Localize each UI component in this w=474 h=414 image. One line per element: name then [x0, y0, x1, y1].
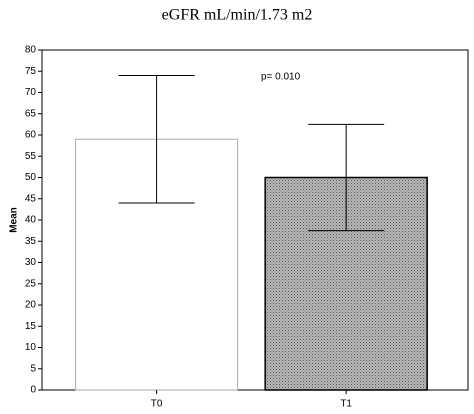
y-tick-label: 25: [25, 278, 37, 289]
y-tick-label: 40: [25, 215, 37, 226]
y-tick-label: 0: [30, 385, 36, 396]
y-tick-label: 55: [25, 151, 37, 162]
y-tick-label: 65: [25, 108, 37, 119]
y-tick-label: 10: [25, 342, 37, 353]
x-tick-label: T1: [340, 399, 352, 410]
y-tick-label: 15: [25, 321, 37, 332]
y-tick-label: 80: [25, 45, 37, 56]
y-tick-label: 60: [25, 130, 37, 141]
y-tick-label: 70: [25, 87, 37, 98]
chart-title: eGFR mL/min/1.73 m2: [162, 7, 313, 24]
y-tick-label: 30: [25, 257, 37, 268]
y-tick-label: 50: [25, 172, 37, 183]
y-tick-label: 5: [30, 363, 36, 374]
y-axis-label: Mean: [9, 207, 20, 233]
y-tick-label: 20: [25, 300, 37, 311]
y-tick-label: 75: [25, 66, 37, 77]
y-tick-label: 35: [25, 236, 37, 247]
y-tick-label: 45: [25, 193, 37, 204]
x-tick-label: T0: [151, 399, 163, 410]
annotation: p= 0.010: [261, 72, 301, 83]
